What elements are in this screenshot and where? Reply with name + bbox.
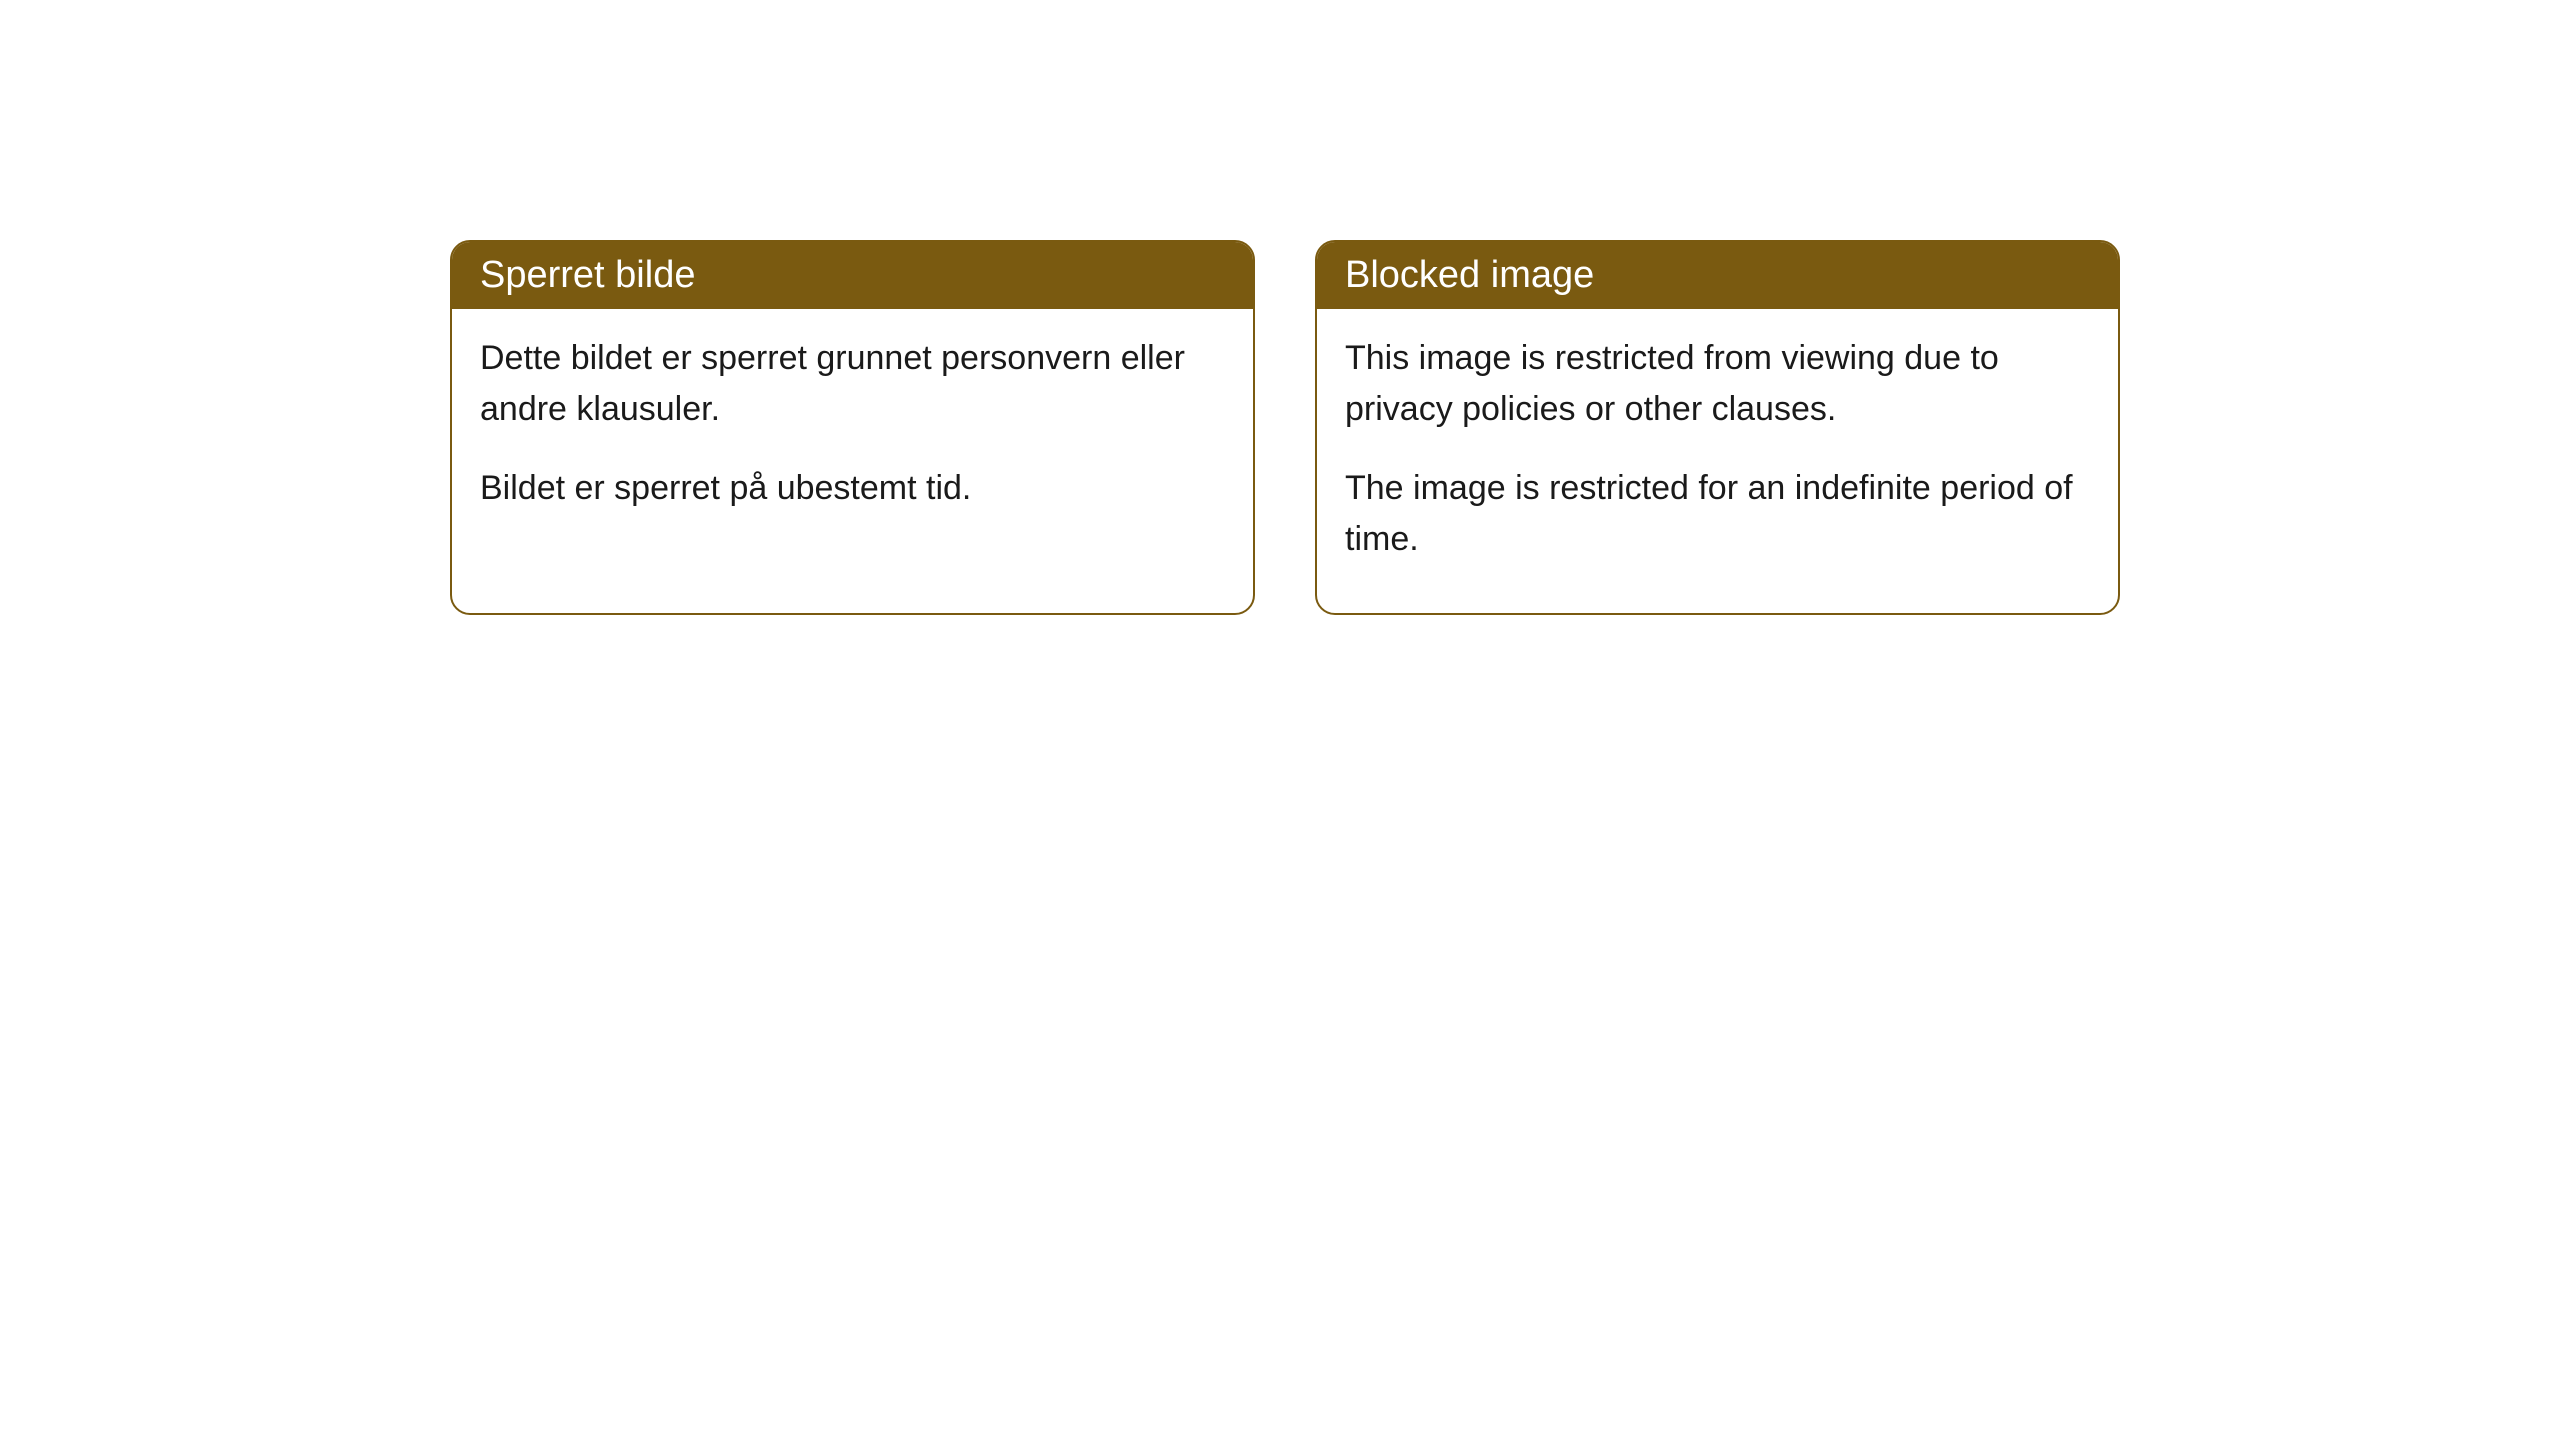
card-body: This image is restricted from viewing du…	[1317, 309, 2118, 613]
blocked-image-card-english: Blocked image This image is restricted f…	[1315, 240, 2120, 615]
card-header: Blocked image	[1317, 242, 2118, 309]
card-paragraph: The image is restricted for an indefinit…	[1345, 463, 2090, 565]
blocked-image-card-norwegian: Sperret bilde Dette bildet er sperret gr…	[450, 240, 1255, 615]
card-title: Blocked image	[1345, 254, 1594, 296]
card-header: Sperret bilde	[452, 242, 1253, 309]
cards-container: Sperret bilde Dette bildet er sperret gr…	[450, 240, 2120, 615]
card-paragraph: Bildet er sperret på ubestemt tid.	[480, 463, 1225, 514]
card-body: Dette bildet er sperret grunnet personve…	[452, 309, 1253, 562]
card-paragraph: This image is restricted from viewing du…	[1345, 333, 2090, 435]
card-title: Sperret bilde	[480, 254, 695, 296]
card-paragraph: Dette bildet er sperret grunnet personve…	[480, 333, 1225, 435]
